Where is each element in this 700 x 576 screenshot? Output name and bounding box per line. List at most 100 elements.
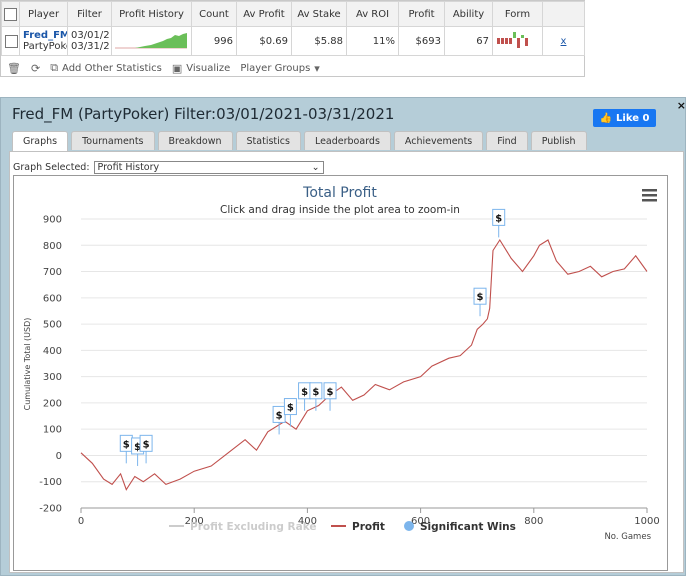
- legend-sig-wins-symbol: [404, 521, 414, 531]
- y-tick-label: -100: [39, 477, 62, 488]
- panel-tabs: Graphs Tournaments Breakdown Statistics …: [12, 131, 587, 151]
- tab-find[interactable]: Find: [486, 131, 528, 150]
- y-tick-label: 0: [56, 451, 62, 462]
- chart-subtitle: Click and drag inside the plot area to z…: [220, 204, 460, 216]
- chart-container[interactable]: Total Profit Click and drag inside the pl…: [13, 175, 668, 571]
- y-tick-label: 600: [43, 293, 62, 304]
- tab-achievements[interactable]: Achievements: [393, 131, 484, 150]
- select-all-checkbox[interactable]: [4, 7, 17, 21]
- profit-chart[interactable]: Total Profit Click and drag inside the pl…: [14, 176, 667, 570]
- sig-win-flag: [139, 434, 153, 452]
- av-profit-cell: $0.69: [236, 26, 292, 56]
- player-name-link[interactable]: Fred_FM: [23, 30, 68, 41]
- graph-selected-label: Graph Selected:: [13, 162, 90, 173]
- sig-win-flag-label: $: [301, 387, 308, 398]
- sig-win-flag: [283, 398, 297, 416]
- form-chart: [497, 31, 528, 48]
- sig-win-flag-label: $: [312, 387, 319, 398]
- sig-win-flag-label: $: [327, 387, 334, 398]
- sig-win-flag-label: $: [477, 292, 484, 303]
- caret-down-icon: ▾: [314, 61, 320, 75]
- tab-breakdown[interactable]: Breakdown: [157, 131, 233, 150]
- form-bar: [513, 31, 516, 38]
- legend-excl-rake-label: Profit Excluding Rake: [190, 521, 317, 533]
- sig-win-flag: [323, 382, 337, 400]
- y-tick-label: 700: [43, 267, 62, 278]
- y-tick-label: 500: [43, 320, 62, 331]
- sig-win-flag: [309, 382, 323, 400]
- form-cell: [492, 26, 543, 56]
- legend-profit-label: Profit: [352, 521, 385, 533]
- x-tick-label: 600: [411, 516, 430, 527]
- graph-select-value: Profit History: [97, 162, 160, 173]
- facebook-like-button[interactable]: 👍 Like 0: [593, 109, 656, 127]
- add-statistics-label: Add Other Statistics: [62, 62, 162, 74]
- col-filter-header[interactable]: Filter: [67, 1, 112, 27]
- tab-leaderboards[interactable]: Leaderboards: [303, 131, 391, 150]
- chart-menu-icon[interactable]: [642, 189, 657, 202]
- sparkline-area: [135, 32, 187, 48]
- refresh-icon[interactable]: ⟳: [30, 61, 41, 75]
- profit-history-sparkline[interactable]: [115, 29, 187, 51]
- close-icon[interactable]: ×: [676, 99, 686, 112]
- external-link-icon: ⧉: [50, 61, 59, 74]
- remove-cell: x: [542, 26, 585, 56]
- sig-win-flag-label: $: [495, 213, 502, 224]
- y-tick-label: -200: [39, 504, 62, 515]
- form-bar: [501, 37, 504, 44]
- tab-publish[interactable]: Publish: [530, 131, 587, 150]
- tab-graphs[interactable]: Graphs: [12, 131, 69, 151]
- image-icon: ▣: [171, 61, 183, 75]
- y-axis-label: Cumulative Total (USD): [23, 318, 32, 411]
- col-profit-header[interactable]: Profit: [398, 1, 445, 27]
- player-cell: Fred_FM PartyPoker: [19, 26, 68, 56]
- tab-statistics[interactable]: Statistics: [235, 131, 301, 150]
- remove-player-link[interactable]: x: [560, 35, 567, 47]
- chevron-down-icon: ⌄: [311, 162, 320, 173]
- chart-title: Total Profit: [302, 185, 377, 201]
- profit-series-line: [80, 238, 648, 491]
- table-row: Fred_FM PartyPoker 03/01/2 03/31/2 996 $…: [1, 26, 585, 56]
- col-av-profit-header[interactable]: Av Profit: [236, 1, 292, 27]
- menu-bar: [642, 194, 657, 197]
- player-groups-dropdown[interactable]: Player Groups ▾: [240, 62, 319, 75]
- sig-win-flag-label: $: [123, 439, 130, 450]
- col-player-header[interactable]: Player: [19, 1, 68, 27]
- col-count-header[interactable]: Count: [191, 1, 237, 27]
- legend-sig-wins-label: Significant Wins: [420, 521, 516, 533]
- tab-tournaments[interactable]: Tournaments: [71, 131, 155, 150]
- col-ability-header[interactable]: Ability: [444, 1, 493, 27]
- thumbs-up-icon: 👍: [599, 112, 613, 124]
- col-av-roi-header[interactable]: Av ROI: [346, 1, 399, 27]
- graphs-tab-content: Graph Selected: Profit History ⌄ Total P…: [9, 151, 684, 573]
- col-form-header[interactable]: Form: [492, 1, 543, 27]
- x-axis-label: No. Games: [604, 532, 651, 542]
- form-bar: [521, 34, 524, 38]
- select-all-header[interactable]: [1, 1, 20, 27]
- visualize-label: Visualize: [186, 62, 231, 74]
- col-profit-history-header[interactable]: Profit History: [111, 1, 192, 27]
- row-checkbox[interactable]: [5, 34, 18, 48]
- filter-end: 03/31/2: [71, 41, 110, 52]
- sig-win-flag-label: $: [287, 403, 294, 414]
- sig-win-flag-label: $: [276, 410, 283, 421]
- filter-start: 03/01/2: [71, 30, 110, 41]
- summary-toolbar: 🗑 ⟳ ⧉ Add Other Statistics ▣ Visualize P…: [1, 56, 584, 80]
- y-tick-label: 800: [43, 241, 62, 252]
- profit-history-cell: [111, 26, 192, 56]
- row-select-cell[interactable]: [1, 26, 20, 56]
- form-bar: [525, 37, 528, 46]
- x-tick-label: 800: [524, 516, 543, 527]
- form-bar: [505, 37, 508, 44]
- trash-icon[interactable]: 🗑: [7, 61, 21, 75]
- table-header-row: Player Filter Profit History Count Av Pr…: [1, 1, 585, 27]
- sig-win-flag: [473, 287, 487, 305]
- graph-select-row: Graph Selected: Profit History ⌄: [13, 161, 324, 174]
- col-av-stake-header[interactable]: Av Stake: [291, 1, 347, 27]
- player-groups-label: Player Groups: [240, 62, 311, 74]
- filter-cell: 03/01/2 03/31/2: [67, 26, 112, 56]
- menu-bar: [642, 199, 657, 202]
- visualize-button[interactable]: ▣ Visualize: [172, 62, 230, 75]
- add-statistics-button[interactable]: ⧉ Add Other Statistics: [50, 61, 162, 75]
- graph-select-dropdown[interactable]: Profit History ⌄: [93, 161, 324, 174]
